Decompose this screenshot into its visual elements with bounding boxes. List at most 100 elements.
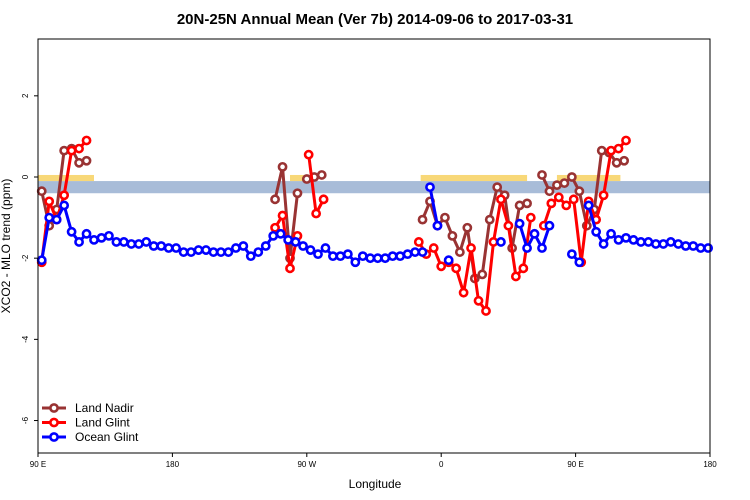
data-point — [275, 228, 286, 239]
data-point — [66, 226, 77, 237]
data-point — [335, 251, 346, 262]
data-point — [303, 149, 314, 160]
data-point — [417, 247, 428, 257]
data-point — [36, 255, 47, 266]
y-tick-label: -2 — [21, 254, 30, 262]
data-point — [703, 243, 714, 253]
data-point — [290, 237, 301, 247]
data-point — [606, 228, 616, 239]
data-point — [525, 212, 536, 223]
data-point — [163, 243, 174, 253]
data-point — [81, 155, 92, 166]
data-point — [283, 235, 294, 245]
data-point — [81, 135, 92, 146]
x-tick-label: 90 W — [297, 460, 316, 469]
data-point — [546, 198, 557, 209]
series-ocean-glint — [36, 182, 714, 268]
data-point — [104, 230, 114, 241]
data-point — [133, 239, 144, 249]
data-point — [458, 287, 469, 298]
data-point — [285, 263, 295, 274]
data-point — [606, 145, 616, 156]
data-point — [268, 230, 279, 241]
data-point — [447, 230, 458, 241]
data-point — [305, 245, 316, 255]
data-point — [74, 157, 84, 168]
y-tick-label: -6 — [21, 416, 30, 424]
data-point — [245, 251, 256, 262]
data-point — [488, 237, 499, 247]
data-point — [596, 145, 607, 156]
data-point — [598, 239, 609, 249]
data-point — [583, 200, 594, 211]
data-point — [591, 226, 602, 237]
data-point — [514, 218, 525, 229]
reference-band — [38, 181, 710, 194]
data-point — [238, 241, 249, 251]
data-point — [270, 194, 280, 205]
series-line-segment — [428, 186, 439, 226]
data-point — [621, 232, 631, 243]
y-axis-label: XCO2 - MLO trend (ppm) — [0, 179, 13, 314]
data-point — [277, 161, 288, 172]
data-point — [522, 198, 532, 209]
data-point — [36, 186, 47, 197]
legend-item-land-nadir: Land Nadir — [42, 401, 134, 415]
data-point — [552, 180, 562, 191]
series-line-segment — [417, 197, 533, 313]
y-tick-label: -4 — [21, 335, 30, 343]
data-point — [328, 251, 338, 262]
legend-label: Land Glint — [75, 416, 130, 430]
chart-title: 20N-25N Annual Mean (Ver 7b) 2014-09-06 … — [177, 11, 573, 28]
data-point — [141, 237, 152, 247]
data-point — [613, 235, 624, 245]
data-point — [492, 182, 503, 193]
data-point — [559, 178, 570, 188]
data-point — [544, 220, 555, 231]
data-point — [216, 247, 226, 257]
data-point — [566, 249, 577, 260]
data-point — [413, 237, 424, 247]
data-point — [621, 135, 631, 146]
data-point — [481, 306, 491, 316]
data-point — [316, 170, 327, 180]
data-point — [208, 247, 219, 257]
data-point — [365, 253, 376, 264]
data-point — [613, 143, 624, 154]
series-land-glint — [36, 135, 631, 316]
x-tick-label: 180 — [703, 460, 717, 469]
data-point — [695, 243, 706, 253]
land-strip-2 — [420, 174, 528, 182]
data-point — [473, 295, 484, 306]
data-point — [568, 194, 579, 205]
data-point — [320, 243, 331, 253]
data-point — [89, 235, 99, 245]
legend-item-ocean-glint: Ocean Glint — [42, 430, 139, 444]
legend-marker — [49, 403, 59, 413]
data-point — [74, 143, 84, 154]
legend-label: Ocean Glint — [75, 430, 139, 444]
data-point — [118, 237, 129, 247]
data-point — [636, 237, 646, 247]
data-point — [611, 157, 622, 168]
data-point — [298, 241, 308, 251]
data-point — [51, 214, 62, 225]
data-point — [96, 232, 107, 243]
data-point — [496, 194, 506, 205]
data-point — [126, 239, 137, 249]
data-point — [436, 261, 447, 272]
data-point — [44, 212, 55, 223]
data-point — [522, 243, 532, 253]
data-point — [318, 194, 329, 205]
data-point — [537, 170, 547, 180]
data-point — [148, 241, 159, 251]
data-point — [111, 237, 122, 247]
data-point — [201, 245, 211, 255]
data-point — [477, 269, 488, 280]
legend-label: Land Nadir — [75, 401, 134, 415]
legend-marker — [49, 417, 59, 428]
data-point — [402, 249, 413, 260]
data-point — [357, 251, 368, 262]
data-point — [417, 214, 428, 225]
